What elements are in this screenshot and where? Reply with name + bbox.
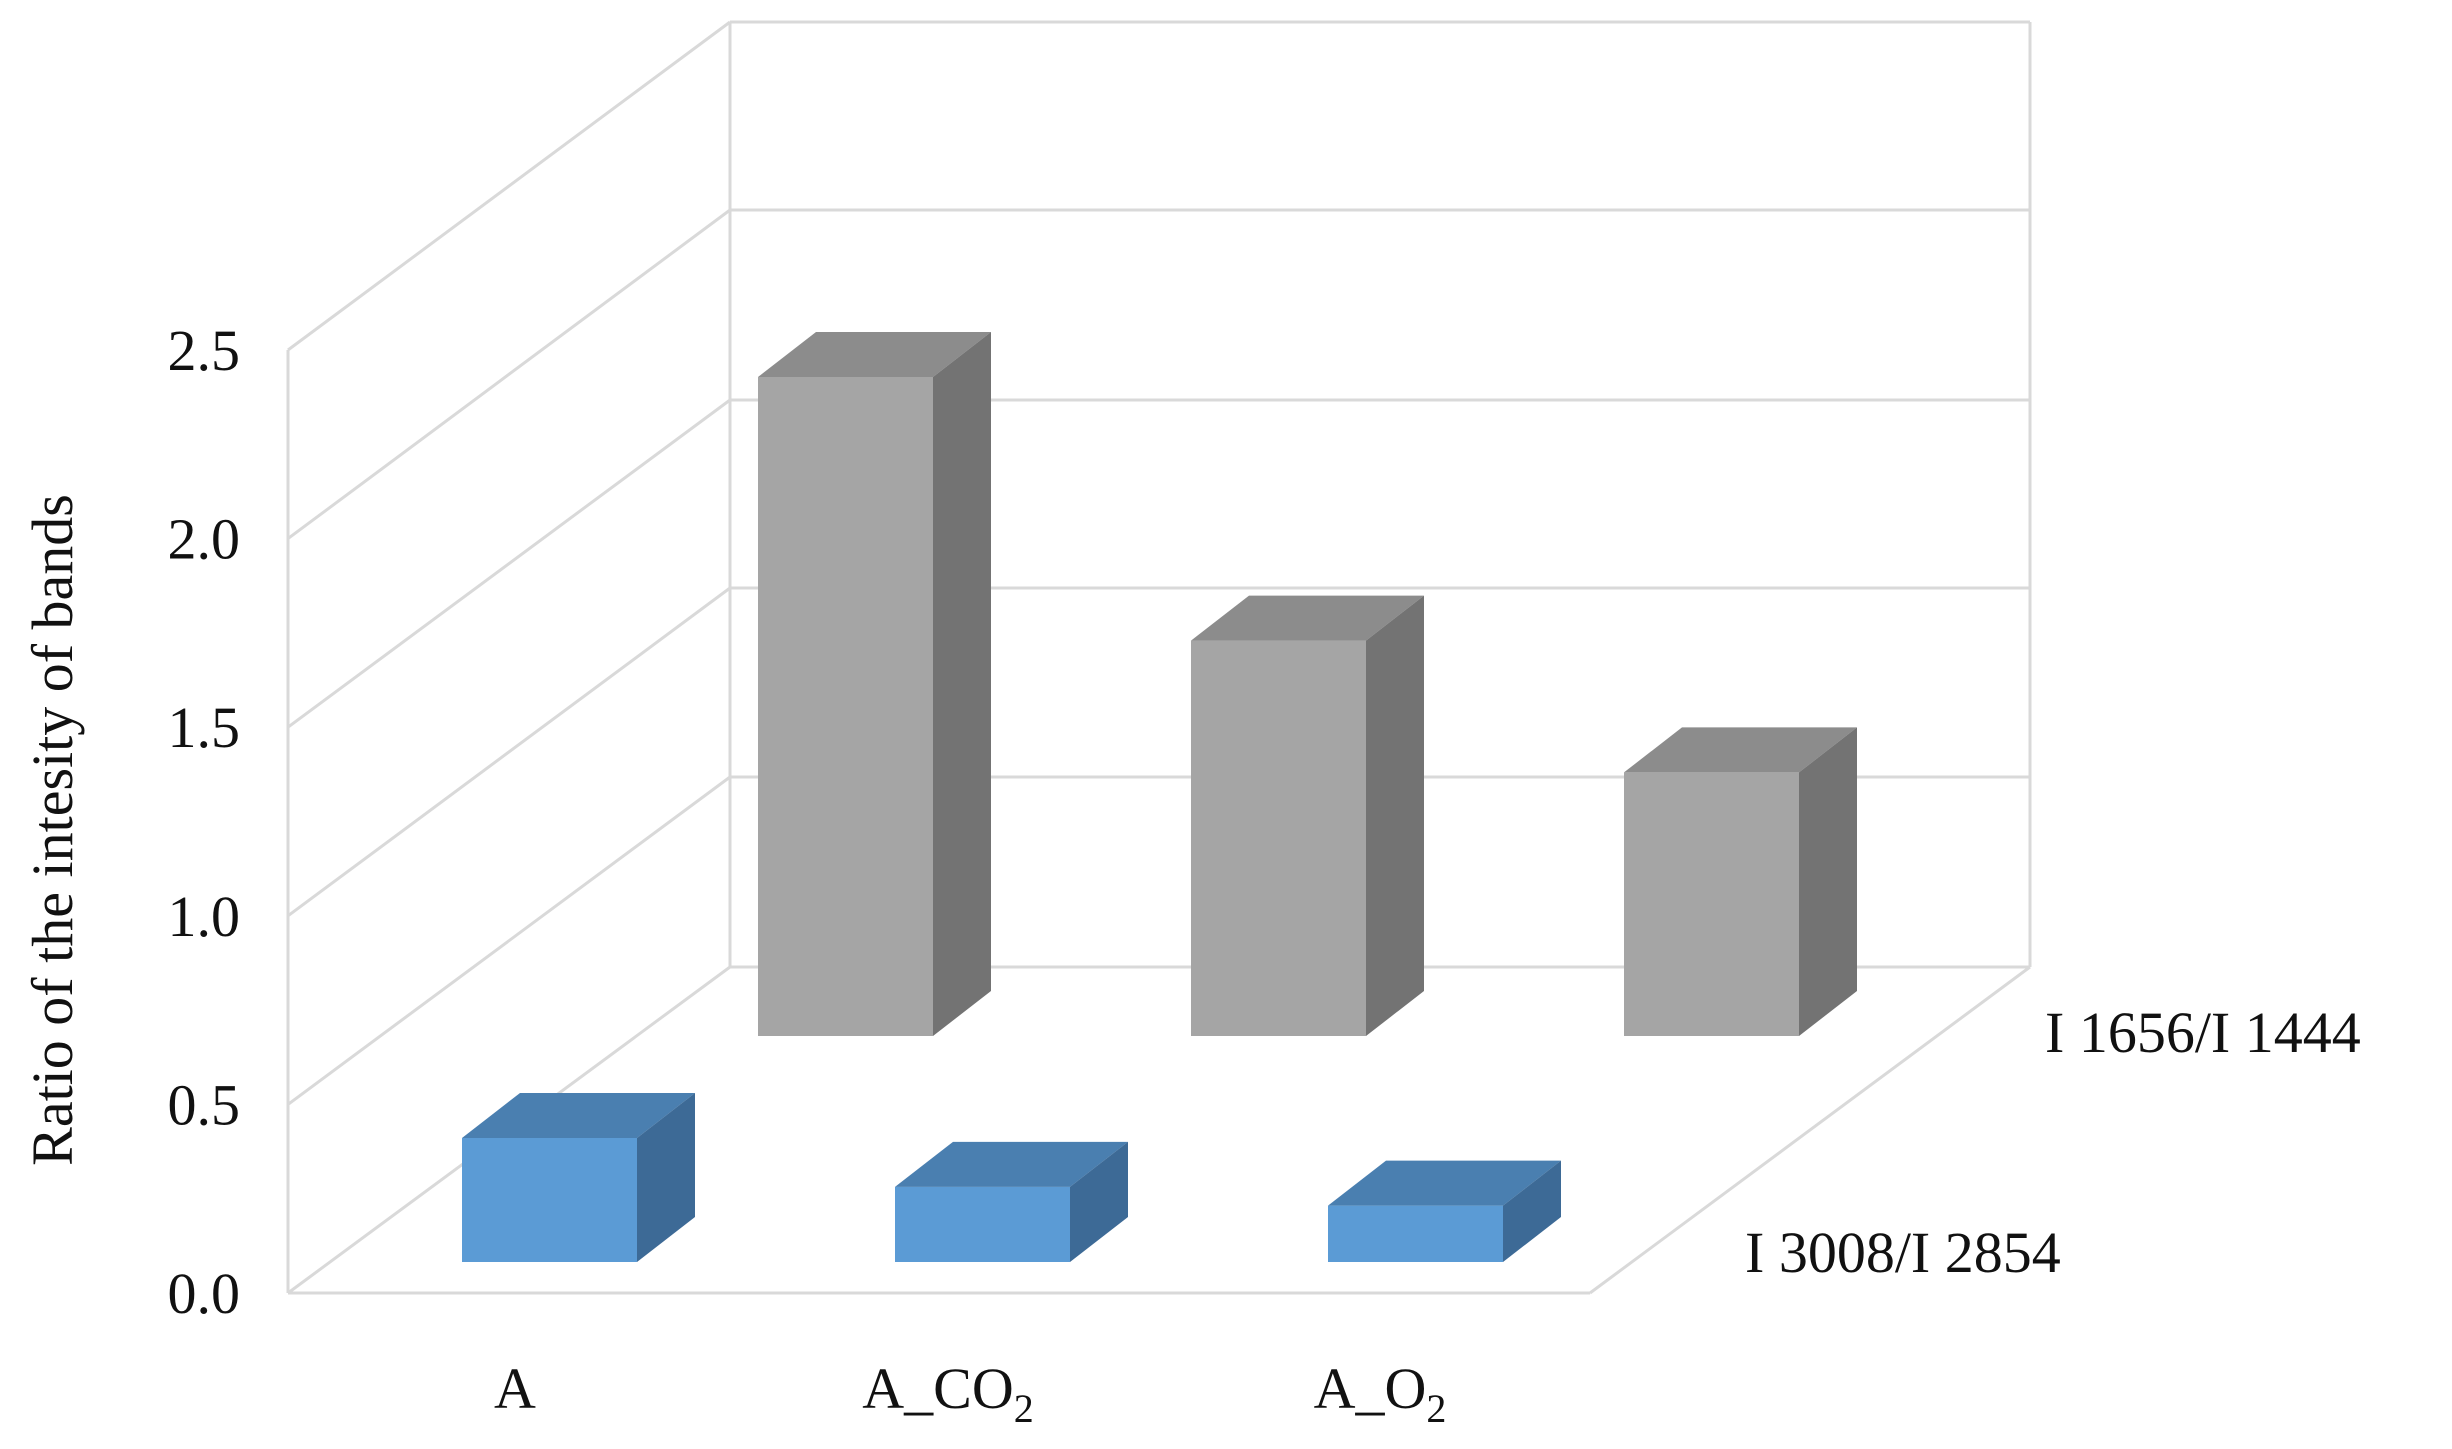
bar-side-face: [1366, 595, 1424, 1036]
bar-front-face: [1328, 1205, 1503, 1262]
y-tick-label: 1.0: [168, 884, 241, 949]
bar-front-face: [895, 1186, 1070, 1262]
bar-i3008-i2854: [895, 1141, 1128, 1262]
bar-top-face: [758, 332, 991, 377]
left-wall-gridline: [287, 398, 731, 729]
bar-front-face: [1191, 640, 1366, 1036]
series-label: I 1656/I 1444: [2045, 1000, 2361, 1065]
series-label: I 3008/I 2854: [1745, 1220, 2061, 1285]
labels: 0.0 0.5 1.0 1.5 2.0 2.5 A A_CO2 A_O2 I 3008/I 285…: [168, 318, 2361, 1431]
bar-i3008-i2854: [1328, 1160, 1561, 1262]
bar-i3008-i2854: [462, 1093, 695, 1262]
bar-side-face: [1503, 1160, 1561, 1262]
left-wall-gridline: [287, 775, 731, 1106]
category-label: A_O2: [1314, 1356, 1447, 1431]
bar-front-face: [1624, 772, 1799, 1036]
left-wall-gridline: [287, 586, 731, 918]
bar-top-face: [1191, 595, 1424, 641]
category-label: A: [494, 1356, 536, 1421]
bar-side-face: [1799, 727, 1857, 1036]
bar-side-face: [637, 1093, 695, 1262]
y-axis-title: Ratio of the intesity of bands: [20, 494, 85, 1166]
y-tick-label: 2.5: [168, 318, 241, 383]
bar-i1656-i1444: [1191, 595, 1424, 1036]
bar-side-face: [933, 332, 991, 1036]
bar-top-face: [462, 1093, 695, 1138]
y-tick-label: 2.0: [168, 507, 241, 572]
category-label: A_CO2: [862, 1356, 1033, 1431]
bars: [462, 332, 1857, 1262]
bar-front-face: [462, 1138, 637, 1262]
bar-front-face: [758, 377, 933, 1036]
bar-top-face: [1328, 1160, 1561, 1206]
floor-right-edge: [1589, 965, 2031, 1295]
y-tick-label: 0.5: [168, 1072, 241, 1137]
left-wall-gridline: [287, 208, 731, 540]
bar-i1656-i1444: [1624, 727, 1857, 1036]
y-tick-label: 1.5: [168, 695, 241, 760]
bar-top-face: [895, 1141, 1128, 1187]
left-wall-gridline: [287, 20, 731, 352]
y-tick-label: 0.0: [168, 1261, 241, 1326]
bar-top-face: [1624, 727, 1857, 773]
bar-i1656-i1444: [758, 332, 991, 1036]
bar-side-face: [1070, 1141, 1128, 1262]
